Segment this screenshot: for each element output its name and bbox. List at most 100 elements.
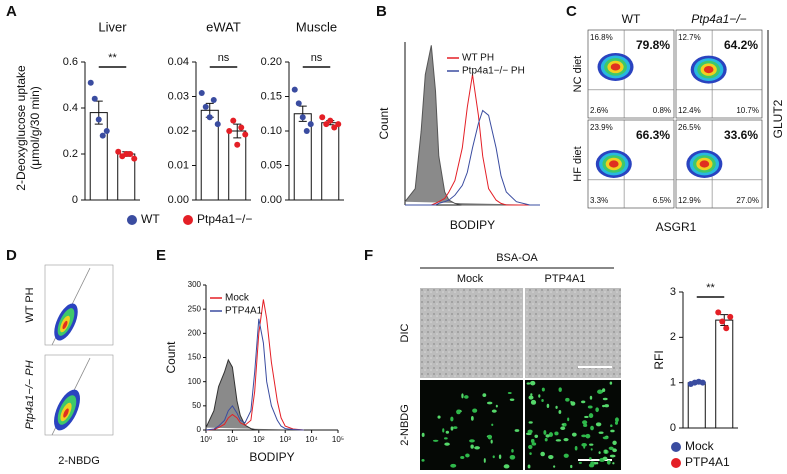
fluorescence-image	[525, 380, 621, 470]
cell	[472, 408, 478, 413]
quadrant-value: 12.7%	[678, 33, 701, 42]
x-tick-label: 10³	[279, 435, 291, 444]
data-point	[291, 86, 298, 93]
bar	[715, 319, 734, 429]
quadrant-value: 16.8%	[590, 33, 613, 42]
cell	[606, 460, 611, 465]
quadrant-value: 66.3%	[636, 128, 670, 142]
cell	[450, 426, 454, 431]
cell	[541, 399, 544, 403]
cell	[595, 422, 602, 427]
panel-label: D	[6, 247, 17, 264]
cell	[444, 442, 450, 446]
y-tick-label: 0.01	[168, 159, 189, 171]
legend-label: WT	[141, 212, 160, 226]
cell	[444, 437, 448, 440]
cell	[583, 423, 588, 427]
y-tick-label: 0.02	[168, 125, 189, 137]
legend-label: Mock	[225, 293, 250, 304]
quadrant-value: 12.9%	[678, 196, 701, 205]
cell	[610, 424, 613, 428]
bar	[89, 112, 108, 201]
axis-label: ASGR1	[656, 220, 697, 234]
y-tick-label: 0	[197, 425, 202, 434]
data-point	[299, 114, 306, 121]
cell	[421, 459, 425, 462]
data-point	[699, 379, 706, 386]
cell	[588, 463, 595, 468]
cell	[530, 393, 533, 396]
cell	[558, 409, 562, 414]
cell	[565, 397, 570, 402]
cell	[469, 439, 475, 443]
cell	[614, 421, 619, 425]
chart-title: Muscle	[296, 19, 337, 34]
density	[609, 160, 619, 168]
cell	[437, 415, 441, 419]
cell	[571, 432, 577, 437]
cell	[612, 462, 615, 465]
fluorescence-image	[420, 380, 523, 470]
cell	[492, 455, 495, 459]
legend-marker	[127, 215, 137, 225]
cell	[527, 464, 531, 469]
cell	[582, 420, 588, 425]
line	[205, 299, 304, 431]
quadrant-value: 27.0%	[736, 196, 759, 205]
data-point	[307, 121, 314, 128]
cell	[589, 395, 593, 400]
column-label: Mock	[457, 273, 484, 285]
y-tick-label: 3	[670, 286, 676, 298]
column-label: PTP4A1	[545, 273, 586, 285]
cell	[583, 444, 586, 449]
cell	[596, 461, 599, 465]
panel-label: E	[156, 247, 166, 264]
y-axis-label: Count	[377, 107, 391, 140]
cell	[602, 404, 606, 408]
data-point	[103, 128, 110, 134]
quadrant-value: 2.6%	[590, 106, 608, 115]
area	[205, 358, 304, 431]
quadrant-value: 0.8%	[653, 106, 671, 115]
cell	[453, 426, 458, 430]
cell	[548, 432, 554, 437]
cell	[597, 390, 604, 394]
y-tick-label: 1	[670, 377, 676, 389]
cell	[465, 453, 470, 458]
cell	[531, 442, 537, 446]
legend-label: WT PH	[462, 53, 494, 64]
cell	[544, 438, 548, 442]
data-point	[206, 114, 213, 121]
cell	[530, 438, 535, 444]
y-tick-label: 300	[188, 280, 202, 289]
cell	[609, 454, 616, 458]
x-tick-label: 10²	[253, 435, 265, 444]
y-tick-label: 150	[188, 353, 202, 362]
x-tick-label: 10⁴	[305, 435, 318, 444]
cell	[534, 434, 539, 438]
y-tick-label: 0.6	[63, 56, 78, 68]
cell	[509, 454, 516, 460]
cell	[487, 434, 492, 440]
cell	[574, 446, 578, 451]
quadrant-value: 6.5%	[653, 196, 671, 205]
cell	[474, 446, 480, 450]
legend-marker	[671, 442, 681, 452]
cell	[543, 430, 547, 435]
cell	[584, 415, 589, 419]
cell	[570, 401, 576, 406]
cell	[528, 395, 534, 400]
density	[62, 320, 68, 330]
cell	[553, 465, 556, 468]
cell	[450, 416, 454, 422]
column-label: Ptp4a1−/−	[691, 12, 746, 26]
cell	[460, 455, 465, 460]
cell	[470, 416, 474, 421]
panel-label: F	[364, 247, 373, 264]
data-point	[230, 117, 237, 124]
data-point	[198, 90, 205, 97]
data-point	[234, 141, 241, 148]
cell	[570, 464, 573, 469]
data-point	[214, 121, 221, 128]
